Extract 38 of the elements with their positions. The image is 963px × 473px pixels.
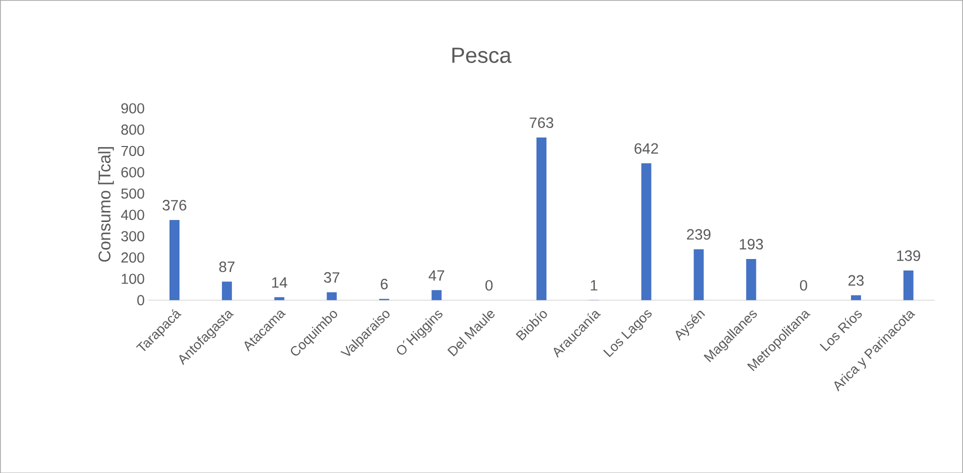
bar <box>851 295 861 300</box>
bar <box>326 292 337 300</box>
data-label: 642 <box>634 143 658 154</box>
y-tick-label: 200 <box>121 252 144 262</box>
y-tick-label: 700 <box>121 146 144 156</box>
bar <box>746 258 756 300</box>
bar <box>536 137 546 300</box>
y-axis-title: Consumo [Tcal] <box>98 146 114 262</box>
data-label: 0 <box>800 280 808 290</box>
data-label: 376 <box>162 200 186 210</box>
y-tick-label: 500 <box>121 188 144 198</box>
data-label: 47 <box>428 270 444 280</box>
bar <box>903 270 914 300</box>
y-tick-label: 900 <box>121 102 144 114</box>
data-label: 139 <box>897 250 920 261</box>
y-tick-label: 800 <box>121 124 144 135</box>
y-tick-label: 0 <box>137 294 144 306</box>
data-label: 37 <box>324 272 340 283</box>
bar <box>222 281 232 300</box>
data-label: 0 <box>485 280 493 290</box>
data-label: 1 <box>590 280 598 290</box>
chart-title: Pesca <box>452 48 512 63</box>
bar <box>274 296 284 300</box>
data-label: 239 <box>687 228 710 240</box>
y-tick-label: 100 <box>122 274 144 284</box>
data-label: 23 <box>848 274 864 286</box>
y-tick-label: 400 <box>121 210 144 220</box>
data-label: 14 <box>272 277 288 288</box>
bar <box>641 163 652 300</box>
y-tick-label: 600 <box>121 166 144 178</box>
y-tick-label: 300 <box>121 230 144 242</box>
data-label: 87 <box>219 261 234 272</box>
bar <box>432 290 442 300</box>
bar <box>694 249 704 300</box>
data-label: 6 <box>380 278 388 290</box>
bar <box>169 220 180 300</box>
data-label: 193 <box>740 238 763 250</box>
data-label: 763 <box>530 117 554 128</box>
